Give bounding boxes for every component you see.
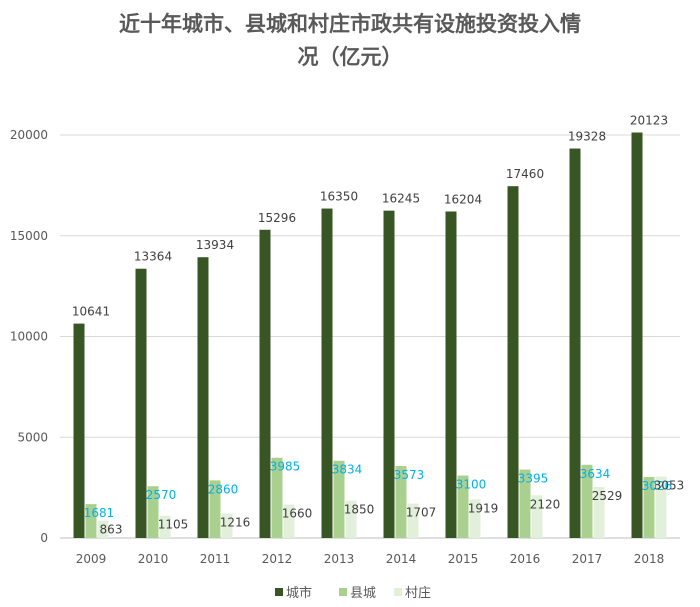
bar-村庄-2009 [97, 520, 109, 538]
data-label-县城-2014: 3573 [394, 468, 425, 482]
data-label-城市-2015: 16204 [444, 192, 482, 206]
data-label-城市-2013: 16350 [320, 190, 358, 204]
data-label-村庄-2018: 3053 [654, 478, 685, 492]
data-label-村庄-2016: 2120 [530, 497, 561, 511]
bar-县城-2014 [395, 466, 407, 538]
y-axis: 0 5000 10000 15000 20000 [10, 128, 48, 545]
chart-title: 近十年城市、县城和村庄市政共有设施投资投入情 况（亿元） [40, 8, 660, 74]
data-label-城市-2012: 15296 [258, 211, 296, 225]
data-label-村庄-2014: 1707 [406, 506, 437, 520]
legend: 城市 县城 村庄 [275, 585, 431, 601]
data-label-城市-2016: 17460 [506, 167, 544, 181]
x-tick-label: 2011 [200, 552, 231, 566]
data-label-城市-2018: 20123 [630, 114, 668, 128]
bar-县城-2015 [457, 475, 469, 538]
y-tick-label: 10000 [10, 330, 48, 344]
bars [73, 132, 667, 539]
legend-label-村庄: 村庄 [405, 585, 431, 601]
data-label-村庄-2015: 1919 [468, 501, 499, 515]
data-label-县城-2017: 3634 [580, 467, 611, 481]
bar-城市-2015 [445, 211, 457, 539]
data-label-村庄-2010: 1105 [158, 518, 189, 532]
bar-县城-2013 [333, 460, 345, 538]
data-label-县城-2015: 3100 [456, 478, 487, 492]
bar-县城-2010 [147, 486, 159, 538]
bar-城市-2014 [383, 210, 395, 538]
bar-城市-2017 [569, 148, 581, 538]
y-tick-label: 5000 [17, 430, 48, 444]
data-label-城市-2017: 19328 [568, 130, 606, 144]
bar-村庄-2017 [593, 487, 605, 538]
bar-村庄-2012 [283, 504, 295, 538]
bar-县城-2017 [581, 464, 593, 538]
bar-县城-2016 [519, 469, 531, 538]
x-tick-label: 2015 [448, 552, 479, 566]
data-label-村庄-2011: 1216 [220, 515, 251, 529]
data-label-县城-2010: 2570 [146, 488, 177, 502]
data-label-村庄-2012: 1660 [282, 507, 313, 521]
data-label-村庄-2013: 1850 [344, 503, 375, 517]
legend-swatch-村庄 [394, 588, 402, 596]
bar-村庄-2013 [345, 500, 357, 538]
data-labels: 10641 1681 863 13364 2570 1105 13934 2860 1216 15… [72, 114, 684, 537]
bar-城市-2016 [507, 186, 519, 538]
data-label-县城-2012: 3985 [270, 460, 301, 474]
y-tick-label: 0 [40, 531, 48, 545]
bar-县城-2011 [209, 480, 221, 538]
data-label-县城-2016: 3395 [518, 472, 549, 486]
bar-县城-2009 [85, 504, 97, 538]
x-tick-label: 2009 [76, 552, 107, 566]
legend-swatch-县城 [339, 588, 347, 596]
x-tick-label: 2014 [386, 552, 417, 566]
x-tick-label: 2018 [634, 552, 665, 566]
data-label-县城-2018: 3026 [642, 479, 673, 493]
bar-城市-2009 [73, 323, 85, 538]
bar-城市-2012 [259, 229, 271, 539]
data-label-县城-2009: 1681 [84, 506, 115, 520]
data-label-城市-2011: 13934 [196, 238, 234, 252]
legend-label-城市: 城市 [286, 585, 312, 601]
data-label-县城-2013: 3834 [332, 463, 363, 477]
data-label-村庄-2009: 863 [100, 523, 123, 537]
data-label-城市-2009: 10641 [72, 305, 110, 319]
data-label-县城-2011: 2860 [208, 482, 239, 496]
bar-县城-2012 [271, 457, 283, 538]
legend-swatch-城市 [275, 588, 283, 596]
bar-城市-2011 [197, 257, 209, 538]
data-label-村庄-2017: 2529 [592, 489, 623, 503]
bar-村庄-2018 [655, 476, 667, 538]
bar-村庄-2014 [407, 503, 419, 538]
bar-村庄-2015 [469, 499, 481, 538]
x-tick-label: 2010 [138, 552, 169, 566]
bar-城市-2018 [631, 132, 643, 538]
bar-村庄-2011 [221, 513, 233, 538]
x-tick-label: 2013 [324, 552, 355, 566]
bar-城市-2013 [321, 208, 333, 539]
x-tick-label: 2016 [510, 552, 541, 566]
bar-村庄-2010 [159, 515, 171, 538]
y-tick-label: 20000 [10, 128, 48, 142]
x-tick-label: 2017 [572, 552, 603, 566]
chart-title-line-1: 近十年城市、县城和村庄市政共有设施投资投入情 [119, 12, 581, 36]
data-label-城市-2014: 16245 [382, 192, 420, 206]
data-label-城市-2010: 13364 [134, 250, 172, 264]
chart-title-line-2: 况（亿元） [297, 45, 403, 69]
bar-城市-2010 [135, 268, 147, 538]
y-tick-label: 15000 [10, 229, 48, 243]
legend-label-县城: 县城 [350, 586, 376, 601]
x-axis: 2009 2010 2011 2012 2013 2014 2015 2016 2017 2018 [76, 552, 665, 566]
bar-县城-2018 [643, 477, 655, 538]
x-tick-label: 2012 [262, 552, 293, 566]
bar-村庄-2016 [531, 495, 543, 538]
